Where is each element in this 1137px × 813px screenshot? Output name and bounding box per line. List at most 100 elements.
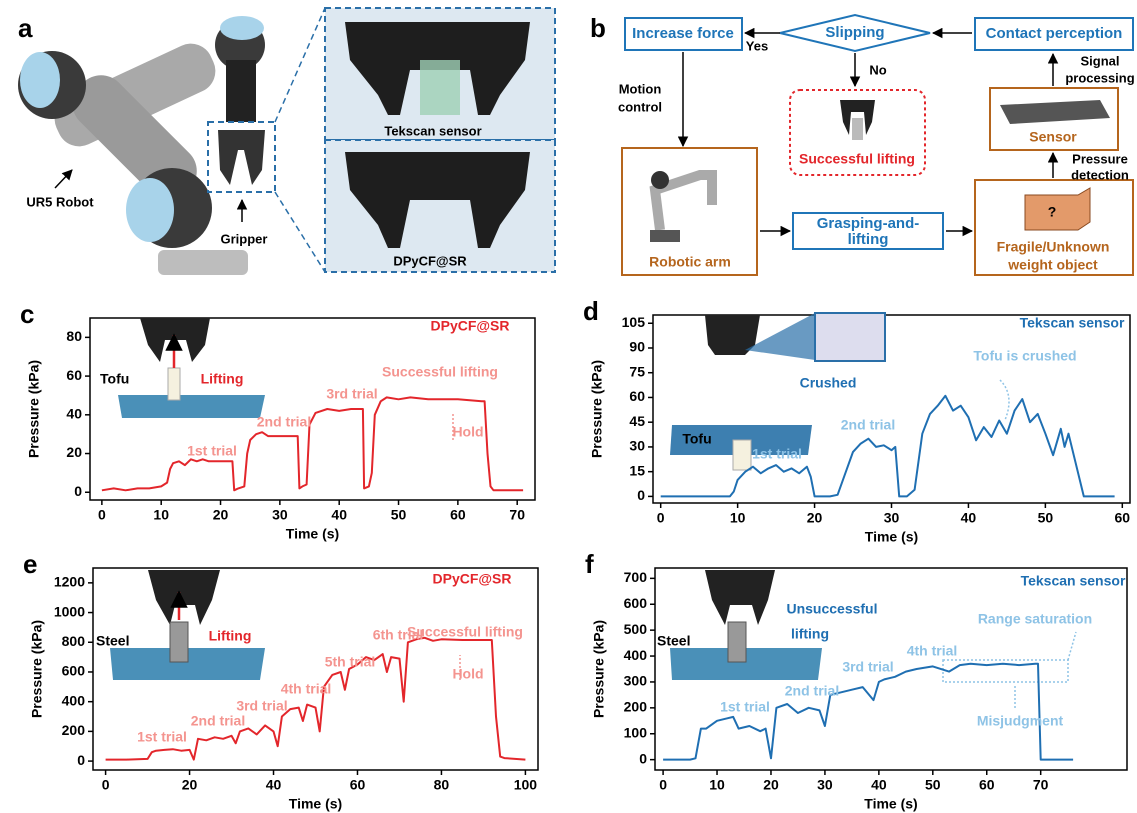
x-tick-label: 0 xyxy=(659,777,667,793)
annotation: 1st trial xyxy=(720,699,770,715)
x-tick-label: 10 xyxy=(153,507,169,523)
annotation: 5th trial xyxy=(325,654,376,670)
y-tick-label: 1200 xyxy=(54,574,85,590)
y-tick-label: 60 xyxy=(66,367,82,383)
inset-label: DPyCF@SR xyxy=(393,253,467,268)
zoom-line xyxy=(275,8,325,122)
chart-title: DPyCF@SR xyxy=(433,571,512,587)
x-tick-label: 60 xyxy=(979,777,995,793)
annotation: 2nd trial xyxy=(191,713,245,729)
y-tick-label: 500 xyxy=(624,621,648,637)
icon xyxy=(852,118,863,140)
x-axis-label: Time (s) xyxy=(286,526,339,542)
panel-letter: d xyxy=(583,296,599,326)
node-label: lifting xyxy=(848,231,889,248)
annotation: 4th trial xyxy=(281,681,332,697)
icon xyxy=(650,230,680,242)
y-tick-label: 100 xyxy=(624,724,648,740)
edge-label: Pressure xyxy=(1072,151,1128,166)
y-tick-label: 200 xyxy=(62,722,86,738)
sensor-film xyxy=(420,60,460,115)
annotation: Hold xyxy=(452,424,483,440)
annotation: 3rd trial xyxy=(236,698,287,714)
node-label: Slipping xyxy=(825,24,884,41)
robot-cap xyxy=(20,52,60,108)
annotation: 1st trial xyxy=(137,729,187,745)
y-tick-label: 0 xyxy=(74,483,82,499)
x-axis-label: Time (s) xyxy=(289,796,342,812)
inset-label: Tekscan sensor xyxy=(384,123,481,138)
node-label: Successful lifting xyxy=(799,151,915,167)
x-tick-label: 20 xyxy=(182,777,198,793)
x-tick-label: 60 xyxy=(350,777,366,793)
annotation: Lifting xyxy=(201,371,244,387)
x-tick-label: 20 xyxy=(807,510,823,526)
edge-label: detection xyxy=(1071,167,1129,182)
panel-b: b Increase force Slipping Contact percep… xyxy=(590,13,1135,275)
y-tick-label: 200 xyxy=(624,699,648,715)
x-tick-label: 100 xyxy=(514,777,538,793)
edge-label: No xyxy=(869,62,886,77)
arrow xyxy=(55,170,72,188)
y-tick-label: 0 xyxy=(637,487,645,503)
y-tick-label: 0 xyxy=(77,752,85,768)
annotation: Successful lifting xyxy=(407,624,523,640)
gripper-label: Gripper xyxy=(221,231,268,246)
y-tick-label: 800 xyxy=(62,633,86,649)
chart-title: Tekscan sensor xyxy=(1020,315,1125,331)
edge-label: control xyxy=(618,99,662,114)
x-tick-label: 60 xyxy=(450,507,466,523)
annotation: Steel xyxy=(96,633,129,649)
dotted-arrow xyxy=(1068,632,1076,660)
y-axis-label: Pressure (kPa) xyxy=(29,620,45,718)
object xyxy=(733,440,751,470)
annotation: 2nd trial xyxy=(785,683,839,699)
annotation: Tofu xyxy=(682,431,711,447)
x-tick-label: 0 xyxy=(657,510,665,526)
annotation: 2nd trial xyxy=(257,414,311,430)
annotation: Successful lifting xyxy=(382,364,498,380)
x-tick-label: 30 xyxy=(884,510,900,526)
y-axis-label: Pressure (kPa) xyxy=(26,360,42,458)
x-tick-label: 50 xyxy=(925,777,941,793)
x-tick-label: 40 xyxy=(871,777,887,793)
gripper-photo xyxy=(148,570,220,625)
annotation: 4th trial xyxy=(907,643,958,659)
y-tick-label: 40 xyxy=(66,406,82,422)
x-axis-label: Time (s) xyxy=(864,796,917,812)
robot-label: UR5 Robot xyxy=(26,194,94,209)
annotation: 1st trial xyxy=(752,446,802,462)
x-tick-label: 50 xyxy=(391,507,407,523)
y-tick-label: 400 xyxy=(624,647,648,663)
x-tick-label: 40 xyxy=(266,777,282,793)
x-tick-label: 20 xyxy=(213,507,229,523)
node-label: Increase force xyxy=(632,25,734,42)
node-label: Sensor xyxy=(1029,129,1077,145)
object xyxy=(728,622,746,662)
panel-letter: e xyxy=(23,549,37,579)
chart-title: Tekscan sensor xyxy=(1021,573,1126,589)
x-tick-label: 70 xyxy=(1033,777,1049,793)
y-tick-label: 700 xyxy=(624,569,648,585)
annotation: Misjudgment xyxy=(977,713,1064,729)
robot-wrist xyxy=(226,60,256,122)
platform xyxy=(118,395,265,418)
annotation: 2nd trial xyxy=(841,417,895,433)
annotation: 3rd trial xyxy=(842,659,893,675)
x-tick-label: 30 xyxy=(817,777,833,793)
dotted-arrow xyxy=(1000,380,1009,420)
x-tick-label: 40 xyxy=(331,507,347,523)
x-tick-label: 0 xyxy=(102,777,110,793)
edge-label: Motion xyxy=(619,81,662,96)
x-axis-label: Time (s) xyxy=(865,529,918,545)
annotation: 1st trial xyxy=(187,443,237,459)
y-tick-label: 30 xyxy=(629,438,645,454)
chart-title: DPyCF@SR xyxy=(431,318,510,334)
node-label: ? xyxy=(1048,204,1057,220)
y-tick-label: 60 xyxy=(629,388,645,404)
x-tick-label: 0 xyxy=(98,507,106,523)
y-tick-label: 600 xyxy=(624,595,648,611)
object xyxy=(168,368,180,400)
annotation: Hold xyxy=(452,666,483,682)
